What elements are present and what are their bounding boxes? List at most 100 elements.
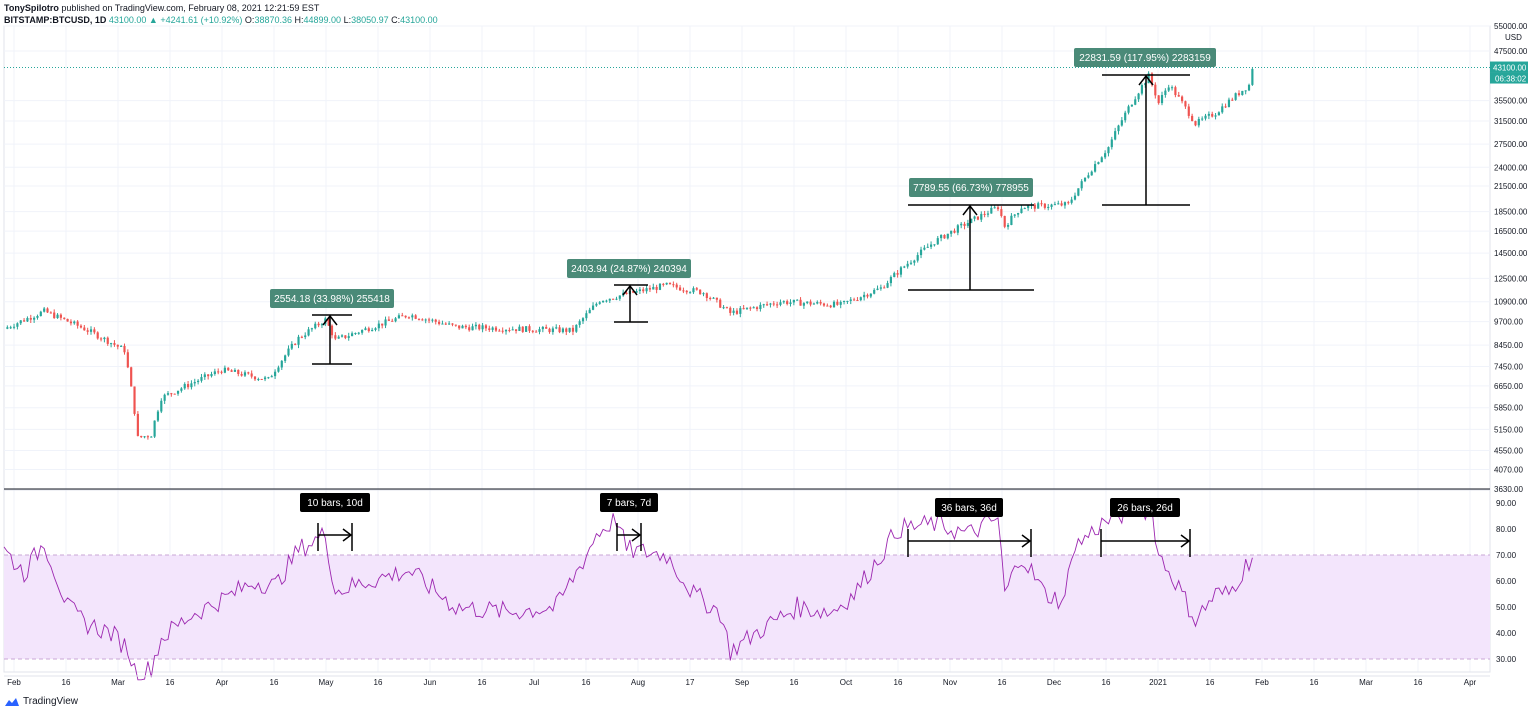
author-name[interactable]: TonySpilotro xyxy=(4,3,59,13)
candle-body xyxy=(1013,214,1016,216)
candle-body xyxy=(200,377,203,381)
candle-body xyxy=(990,207,993,214)
candle-body xyxy=(491,327,494,330)
range-label-box[interactable] xyxy=(1110,498,1180,517)
candle-body xyxy=(156,411,160,421)
candle-body xyxy=(468,327,471,331)
range-label-box[interactable] xyxy=(600,493,658,512)
candle-body xyxy=(404,315,407,318)
candle-body xyxy=(879,287,882,289)
candle-body xyxy=(873,289,876,294)
candle-body xyxy=(836,301,839,305)
price-tick-label: 14500.00 xyxy=(1494,249,1528,258)
candle-body xyxy=(812,303,816,305)
symbol-label[interactable]: BITSTAMP:BTCUSD, 1D xyxy=(4,15,107,25)
candle-body xyxy=(421,319,424,321)
candle-body xyxy=(284,355,287,361)
time-tick-label: 16 xyxy=(270,678,279,687)
candle-body xyxy=(705,293,708,298)
time-tick-label: 16 xyxy=(894,678,903,687)
candle-body xyxy=(1110,139,1113,148)
candle-body xyxy=(796,299,799,301)
price-tick-label: 35500.00 xyxy=(1494,97,1528,106)
candle-body xyxy=(1167,87,1170,91)
candle-body xyxy=(769,303,772,305)
candle-body xyxy=(906,263,909,267)
measure-label-box[interactable] xyxy=(1074,48,1216,67)
candle-body xyxy=(588,309,591,314)
candle-body xyxy=(809,301,812,305)
candle-body xyxy=(1191,115,1194,122)
candle-body xyxy=(842,300,846,302)
candle-body xyxy=(1043,203,1046,208)
candle-body xyxy=(779,302,782,305)
candle-body xyxy=(176,390,180,394)
candle-body xyxy=(270,376,273,378)
range-label-box[interactable] xyxy=(300,493,370,512)
candle-body xyxy=(99,338,103,340)
candle-body xyxy=(220,371,223,373)
candle-body xyxy=(504,329,508,332)
measure-label-box[interactable] xyxy=(567,259,691,278)
candle-body xyxy=(923,247,926,250)
range-arrow-head xyxy=(1021,534,1032,548)
range-arrow-head xyxy=(1180,534,1191,548)
range-arrow-head xyxy=(342,528,353,542)
candle-body xyxy=(280,360,283,368)
candle-body xyxy=(367,328,370,332)
candle-body xyxy=(247,372,250,374)
candle-body xyxy=(250,373,253,377)
candle-body xyxy=(993,207,996,209)
candle-body xyxy=(357,332,360,334)
measure-label-box[interactable] xyxy=(270,289,394,308)
candle-body xyxy=(320,324,324,326)
time-tick-label: 16 xyxy=(62,678,71,687)
candle-body xyxy=(1050,204,1053,207)
price-tick-label: 5150.00 xyxy=(1494,425,1523,434)
candle-body xyxy=(116,344,119,347)
time-tick-label: 16 xyxy=(1414,678,1423,687)
tradingview-footer[interactable]: TradingView xyxy=(4,696,78,707)
candle-body xyxy=(6,327,9,329)
high-label: H: xyxy=(294,15,304,25)
candle-body xyxy=(478,324,481,330)
candle-body xyxy=(558,327,561,333)
candle-body xyxy=(337,336,340,339)
measure-label: 22831.59 (117.95%) 2283159 xyxy=(1079,53,1211,64)
candle-body xyxy=(1211,113,1214,117)
candle-body xyxy=(59,314,62,318)
candle-body xyxy=(1134,99,1137,105)
price-tick-label: 27500.00 xyxy=(1494,140,1528,149)
price-tick-label: 8450.00 xyxy=(1494,341,1523,350)
candle-body xyxy=(936,238,939,245)
candle-body xyxy=(1137,93,1140,100)
candle-body xyxy=(1117,125,1120,132)
candle-body xyxy=(374,328,377,330)
candle-body xyxy=(391,320,394,322)
rsi-tick-label: 40.00 xyxy=(1496,629,1517,638)
candle-body xyxy=(260,378,263,380)
candle-body xyxy=(1187,106,1190,116)
candle-body xyxy=(856,300,859,302)
candle-body xyxy=(970,218,973,224)
candle-body xyxy=(257,378,260,380)
candle-body xyxy=(96,332,99,339)
candle-body xyxy=(113,343,116,345)
candle-body xyxy=(304,335,307,338)
candle-body xyxy=(518,326,521,331)
candle-body xyxy=(431,319,434,321)
candle-body xyxy=(980,213,983,220)
time-tick-label: 16 xyxy=(166,678,175,687)
candle-body xyxy=(203,374,206,378)
measure-label-box[interactable] xyxy=(909,178,1033,197)
candle-body xyxy=(307,329,310,336)
time-tick-label: Mar xyxy=(1359,678,1373,687)
candle-body xyxy=(926,246,929,248)
range-label-box[interactable] xyxy=(935,498,1003,517)
candle-body xyxy=(1053,204,1056,206)
candle-body xyxy=(849,299,852,301)
candle-body xyxy=(648,288,652,290)
candle-body xyxy=(668,282,672,285)
candle-body xyxy=(361,330,364,333)
